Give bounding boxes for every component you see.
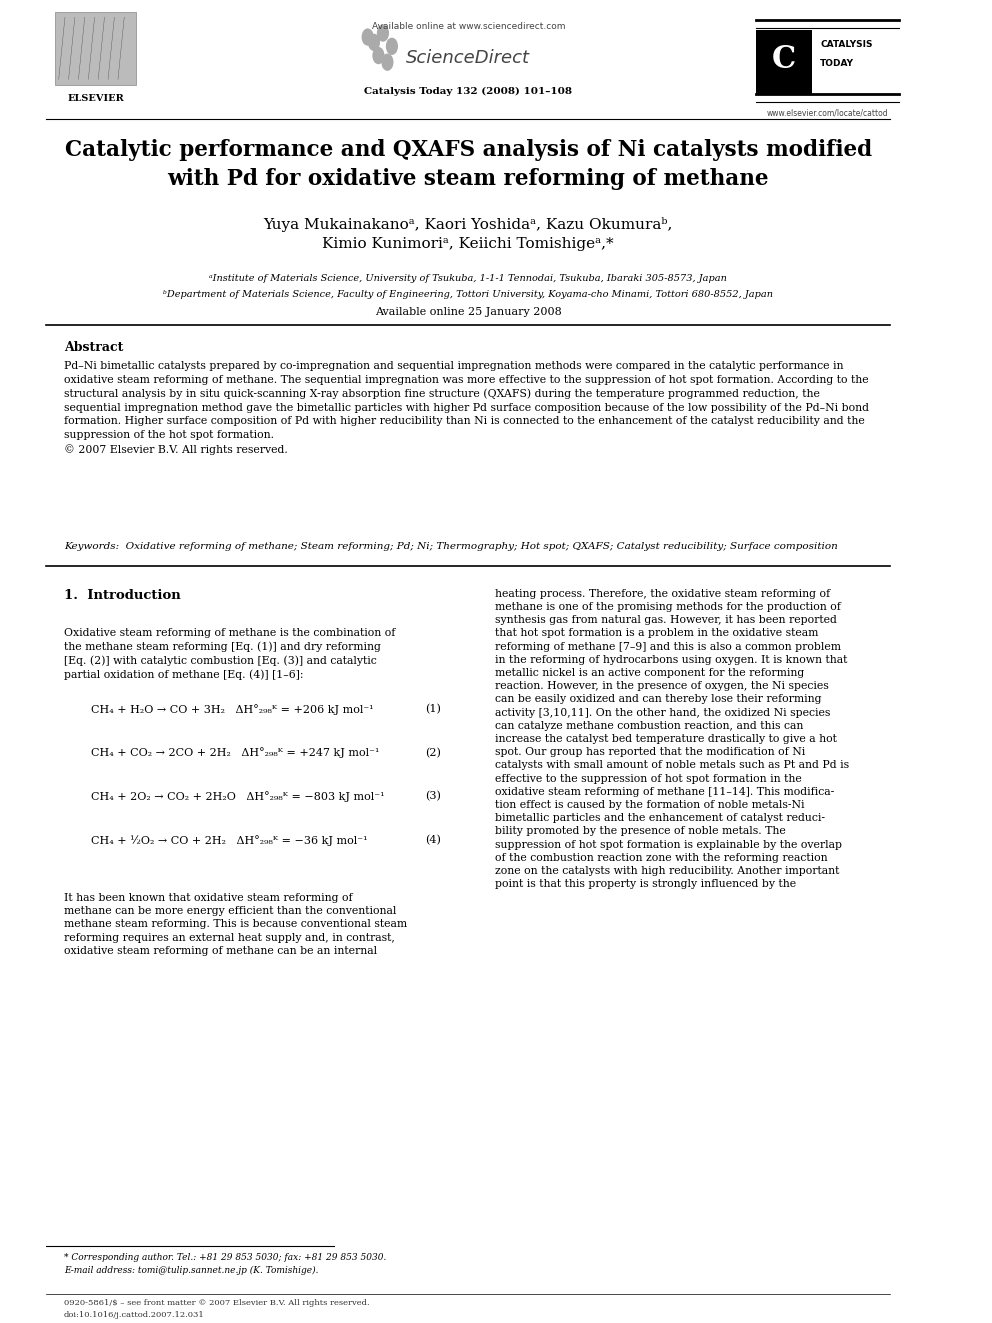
- Text: www.elsevier.com/locate/cattod: www.elsevier.com/locate/cattod: [767, 108, 889, 118]
- Text: (4): (4): [426, 835, 441, 845]
- Text: Available online at www.sciencedirect.com: Available online at www.sciencedirect.co…: [372, 22, 565, 32]
- Text: CATALYSIS: CATALYSIS: [820, 41, 873, 49]
- Circle shape: [373, 48, 384, 64]
- Text: C: C: [772, 44, 796, 75]
- Text: ELSEVIER: ELSEVIER: [67, 94, 124, 103]
- Bar: [56, 12, 136, 85]
- Text: (1): (1): [426, 704, 441, 714]
- Text: doi:10.1016/j.cattod.2007.12.031: doi:10.1016/j.cattod.2007.12.031: [64, 1311, 204, 1319]
- Text: Catalytic performance and QXAFS analysis of Ni catalysts modified
with Pd for ox: Catalytic performance and QXAFS analysis…: [64, 139, 872, 189]
- Text: E-mail address: tomi@tulip.sannet.ne.jp (K. Tomishige).: E-mail address: tomi@tulip.sannet.ne.jp …: [64, 1266, 318, 1275]
- Text: CH₄ + 2O₂ → CO₂ + 2H₂O   ΔH°₂₉₈ᴷ = −803 kJ mol⁻¹: CH₄ + 2O₂ → CO₂ + 2H₂O ΔH°₂₉₈ᴷ = −803 kJ…: [91, 791, 385, 802]
- Text: ScienceDirect: ScienceDirect: [407, 49, 531, 67]
- Bar: [756, 30, 812, 94]
- Text: It has been known that oxidative steam reforming of
methane can be more energy e: It has been known that oxidative steam r…: [64, 893, 407, 955]
- Text: 0920-5861/$ – see front matter © 2007 Elsevier B.V. All rights reserved.: 0920-5861/$ – see front matter © 2007 El…: [64, 1299, 370, 1307]
- Text: Catalysis Today 132 (2008) 101–108: Catalysis Today 132 (2008) 101–108: [364, 87, 572, 97]
- Text: 1.  Introduction: 1. Introduction: [64, 589, 181, 602]
- Text: Abstract: Abstract: [64, 341, 123, 355]
- Text: (2): (2): [426, 747, 441, 758]
- Text: (3): (3): [426, 791, 441, 802]
- Text: Available online 25 January 2008: Available online 25 January 2008: [375, 307, 561, 318]
- Circle shape: [387, 38, 398, 54]
- Circle shape: [362, 29, 373, 45]
- Text: CH₄ + CO₂ → 2CO + 2H₂   ΔH°₂₉₈ᴷ = +247 kJ mol⁻¹: CH₄ + CO₂ → 2CO + 2H₂ ΔH°₂₉₈ᴷ = +247 kJ …: [91, 747, 379, 758]
- Circle shape: [369, 34, 379, 50]
- Text: TODAY: TODAY: [820, 60, 854, 67]
- Text: Yuya Mukainakanoᵃ, Kaori Yoshidaᵃ, Kazu Okumuraᵇ,
Kimio Kunimoriᵃ, Keiichi Tomis: Yuya Mukainakanoᵃ, Kaori Yoshidaᵃ, Kazu …: [264, 217, 673, 251]
- Text: ᵃInstitute of Materials Science, University of Tsukuba, 1-1-1 Tennodai, Tsukuba,: ᵃInstitute of Materials Science, Univers…: [209, 274, 727, 283]
- Text: Oxidative steam reforming of methane is the combination of
the methane steam ref: Oxidative steam reforming of methane is …: [64, 628, 396, 680]
- Circle shape: [378, 25, 388, 41]
- Text: heating process. Therefore, the oxidative steam reforming of
methane is one of t: heating process. Therefore, the oxidativ…: [495, 589, 849, 889]
- Circle shape: [382, 54, 393, 70]
- Text: CH₄ + H₂O → CO + 3H₂   ΔH°₂₉₈ᴷ = +206 kJ mol⁻¹: CH₄ + H₂O → CO + 3H₂ ΔH°₂₉₈ᴷ = +206 kJ m…: [91, 704, 374, 714]
- Text: * Corresponding author. Tel.: +81 29 853 5030; fax: +81 29 853 5030.: * Corresponding author. Tel.: +81 29 853…: [64, 1253, 387, 1262]
- Text: CH₄ + ½O₂ → CO + 2H₂   ΔH°₂₉₈ᴷ = −36 kJ mol⁻¹: CH₄ + ½O₂ → CO + 2H₂ ΔH°₂₉₈ᴷ = −36 kJ mo…: [91, 835, 367, 845]
- Text: ᵇDepartment of Materials Science, Faculty of Engineering, Tottori University, Ko: ᵇDepartment of Materials Science, Facult…: [164, 290, 773, 299]
- Text: Keywords:  Oxidative reforming of methane; Steam reforming; Pd; Ni; Thermography: Keywords: Oxidative reforming of methane…: [64, 542, 838, 552]
- Text: Pd–Ni bimetallic catalysts prepared by co-impregnation and sequential impregnati: Pd–Ni bimetallic catalysts prepared by c…: [64, 361, 869, 455]
